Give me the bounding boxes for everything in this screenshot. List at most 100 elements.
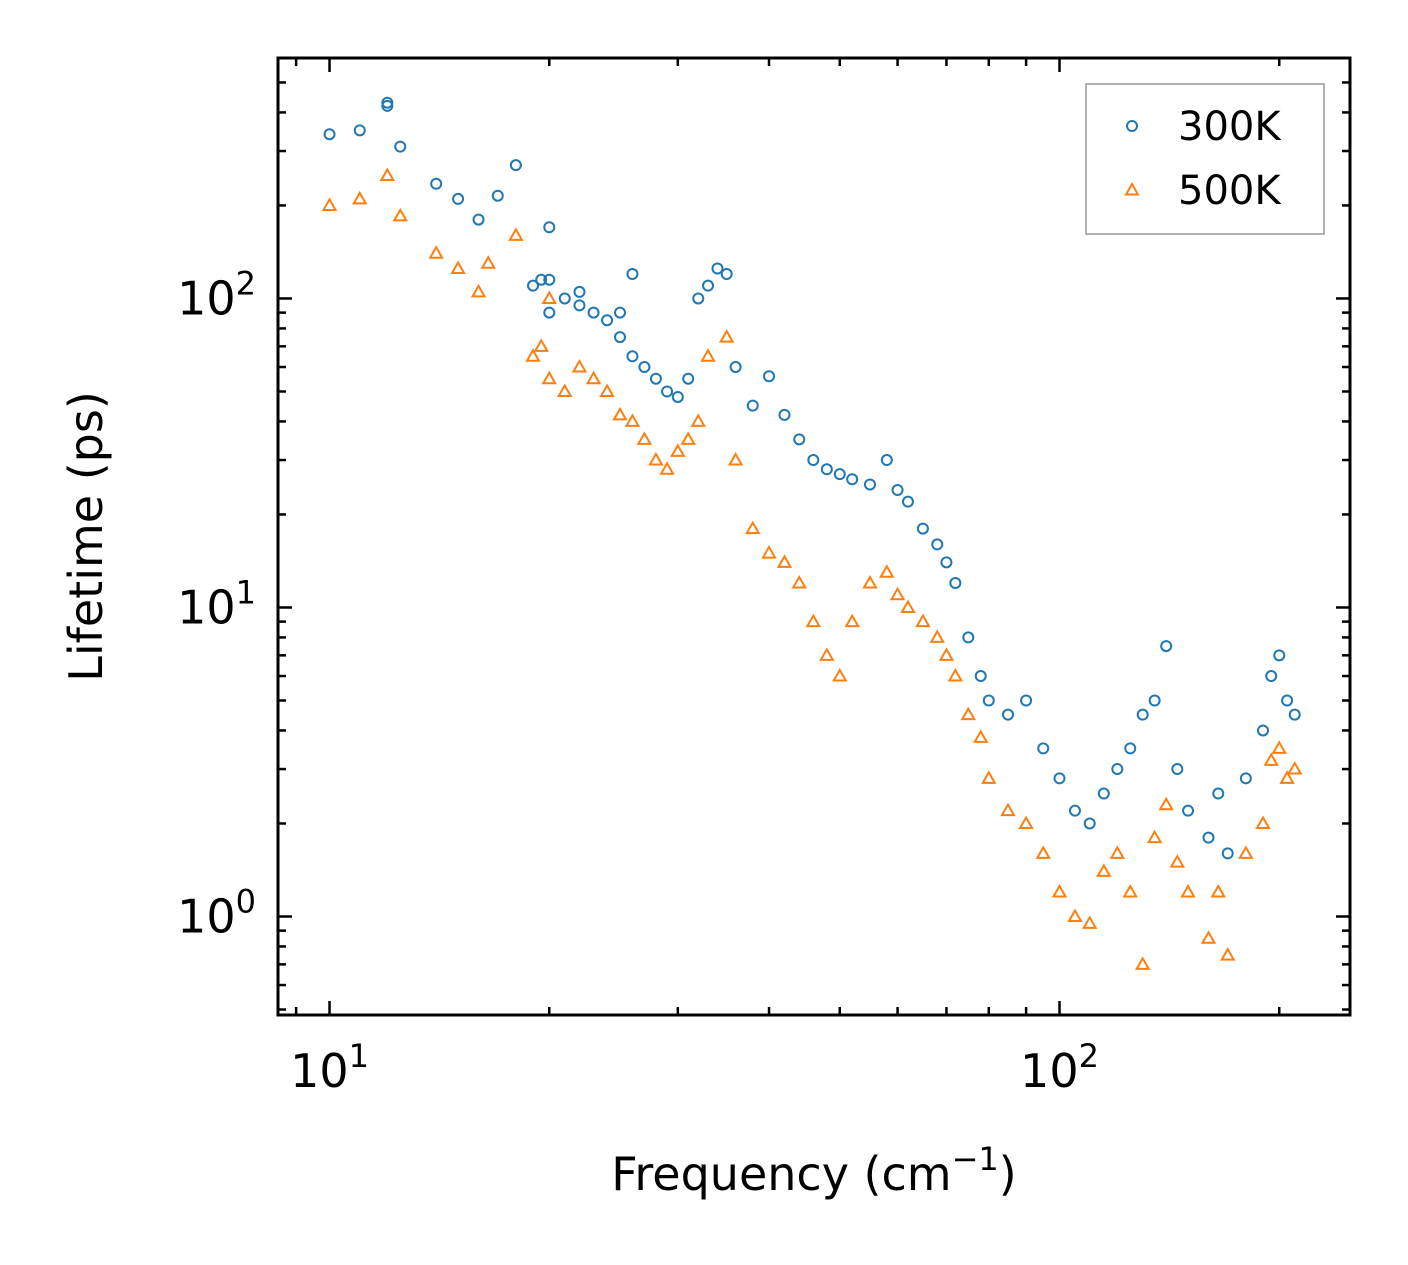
data-point	[931, 538, 944, 551]
data-point	[1273, 649, 1286, 662]
data-point	[626, 350, 639, 363]
data-point	[353, 124, 366, 137]
data-point	[1109, 845, 1126, 859]
data-point	[585, 370, 602, 385]
data-point	[1083, 817, 1096, 830]
legend-marker-300K	[1126, 120, 1138, 132]
data-point	[379, 167, 396, 181]
data-point	[962, 631, 975, 644]
data-point	[1018, 815, 1034, 829]
data-point	[573, 299, 586, 312]
data-point	[1220, 947, 1236, 961]
y-tick-label: 101	[177, 573, 256, 634]
data-point	[587, 306, 600, 319]
data-point	[394, 140, 407, 153]
data-point	[480, 255, 497, 269]
data-point	[1020, 694, 1033, 707]
data-point	[352, 190, 368, 205]
data-point	[711, 262, 724, 275]
data-point	[601, 314, 614, 327]
data-point	[949, 577, 962, 590]
data-point	[1256, 724, 1269, 737]
data-point	[636, 431, 653, 445]
data-point	[879, 564, 895, 578]
data-point	[671, 390, 684, 403]
data-point	[527, 279, 540, 292]
y-tick-label: 100	[177, 882, 256, 943]
data-point	[614, 306, 627, 319]
data-point	[982, 694, 995, 707]
data-point	[763, 370, 776, 383]
data-point	[661, 385, 674, 398]
data-point	[1111, 763, 1124, 776]
data-point	[535, 273, 548, 286]
data-point	[533, 338, 549, 352]
data-point	[1212, 787, 1225, 800]
data-point	[960, 706, 977, 721]
data-point	[1035, 845, 1051, 859]
data-point	[1281, 694, 1294, 707]
data-point	[1221, 847, 1234, 860]
data-point	[624, 413, 641, 427]
data-point	[1136, 708, 1149, 721]
legend: 300K 500K	[1085, 83, 1325, 235]
data-point	[1160, 640, 1173, 653]
data-point	[778, 408, 791, 421]
data-point	[1238, 845, 1254, 859]
data-point	[1000, 802, 1016, 817]
data-point	[558, 292, 571, 305]
legend-label-300K: 300K	[1178, 104, 1282, 150]
data-point	[1068, 804, 1081, 817]
data-point	[832, 668, 848, 682]
data-point	[541, 370, 557, 385]
data-point	[981, 770, 997, 784]
data-point	[543, 221, 556, 234]
data-point	[1210, 884, 1226, 898]
data-point	[1146, 829, 1163, 844]
data-point	[626, 267, 639, 280]
data-point	[1265, 670, 1278, 683]
y-tick-label: 102	[177, 264, 256, 325]
data-point	[472, 213, 485, 226]
data-point	[1053, 772, 1066, 785]
data-point	[727, 452, 744, 466]
data-point	[508, 227, 524, 241]
data-point	[470, 283, 487, 298]
data-point	[614, 331, 627, 344]
data-point	[746, 399, 759, 412]
data-point	[833, 468, 846, 481]
data-point	[863, 478, 876, 491]
data-point	[690, 413, 706, 427]
data-point	[392, 207, 408, 222]
series-500K	[321, 167, 1303, 970]
data-point	[793, 433, 806, 446]
data-point	[649, 372, 662, 385]
series-300K	[323, 96, 1301, 860]
data-point	[791, 574, 807, 589]
data-point	[1255, 815, 1271, 829]
data-point	[638, 361, 651, 374]
data-point	[1124, 742, 1137, 755]
data-point	[891, 483, 904, 496]
data-point	[543, 273, 556, 286]
data-point	[430, 177, 443, 190]
data-point	[1096, 863, 1112, 877]
data-point	[900, 599, 916, 613]
data-point	[1180, 884, 1196, 898]
data-point	[450, 260, 466, 275]
data-point	[938, 647, 955, 661]
data-point	[1239, 772, 1252, 785]
plot-frame	[276, 56, 1352, 1017]
data-point	[844, 613, 860, 628]
data-point	[720, 267, 733, 280]
data-point	[1122, 884, 1138, 898]
data-point	[901, 495, 914, 508]
data-point	[1287, 761, 1303, 775]
x-axis-title: Frequency (cm−1)	[611, 1140, 1016, 1201]
data-point	[670, 443, 686, 457]
data-point	[571, 359, 588, 373]
data-point	[1001, 708, 1014, 721]
y-axis-title: Lifetime (ps)	[59, 391, 113, 682]
